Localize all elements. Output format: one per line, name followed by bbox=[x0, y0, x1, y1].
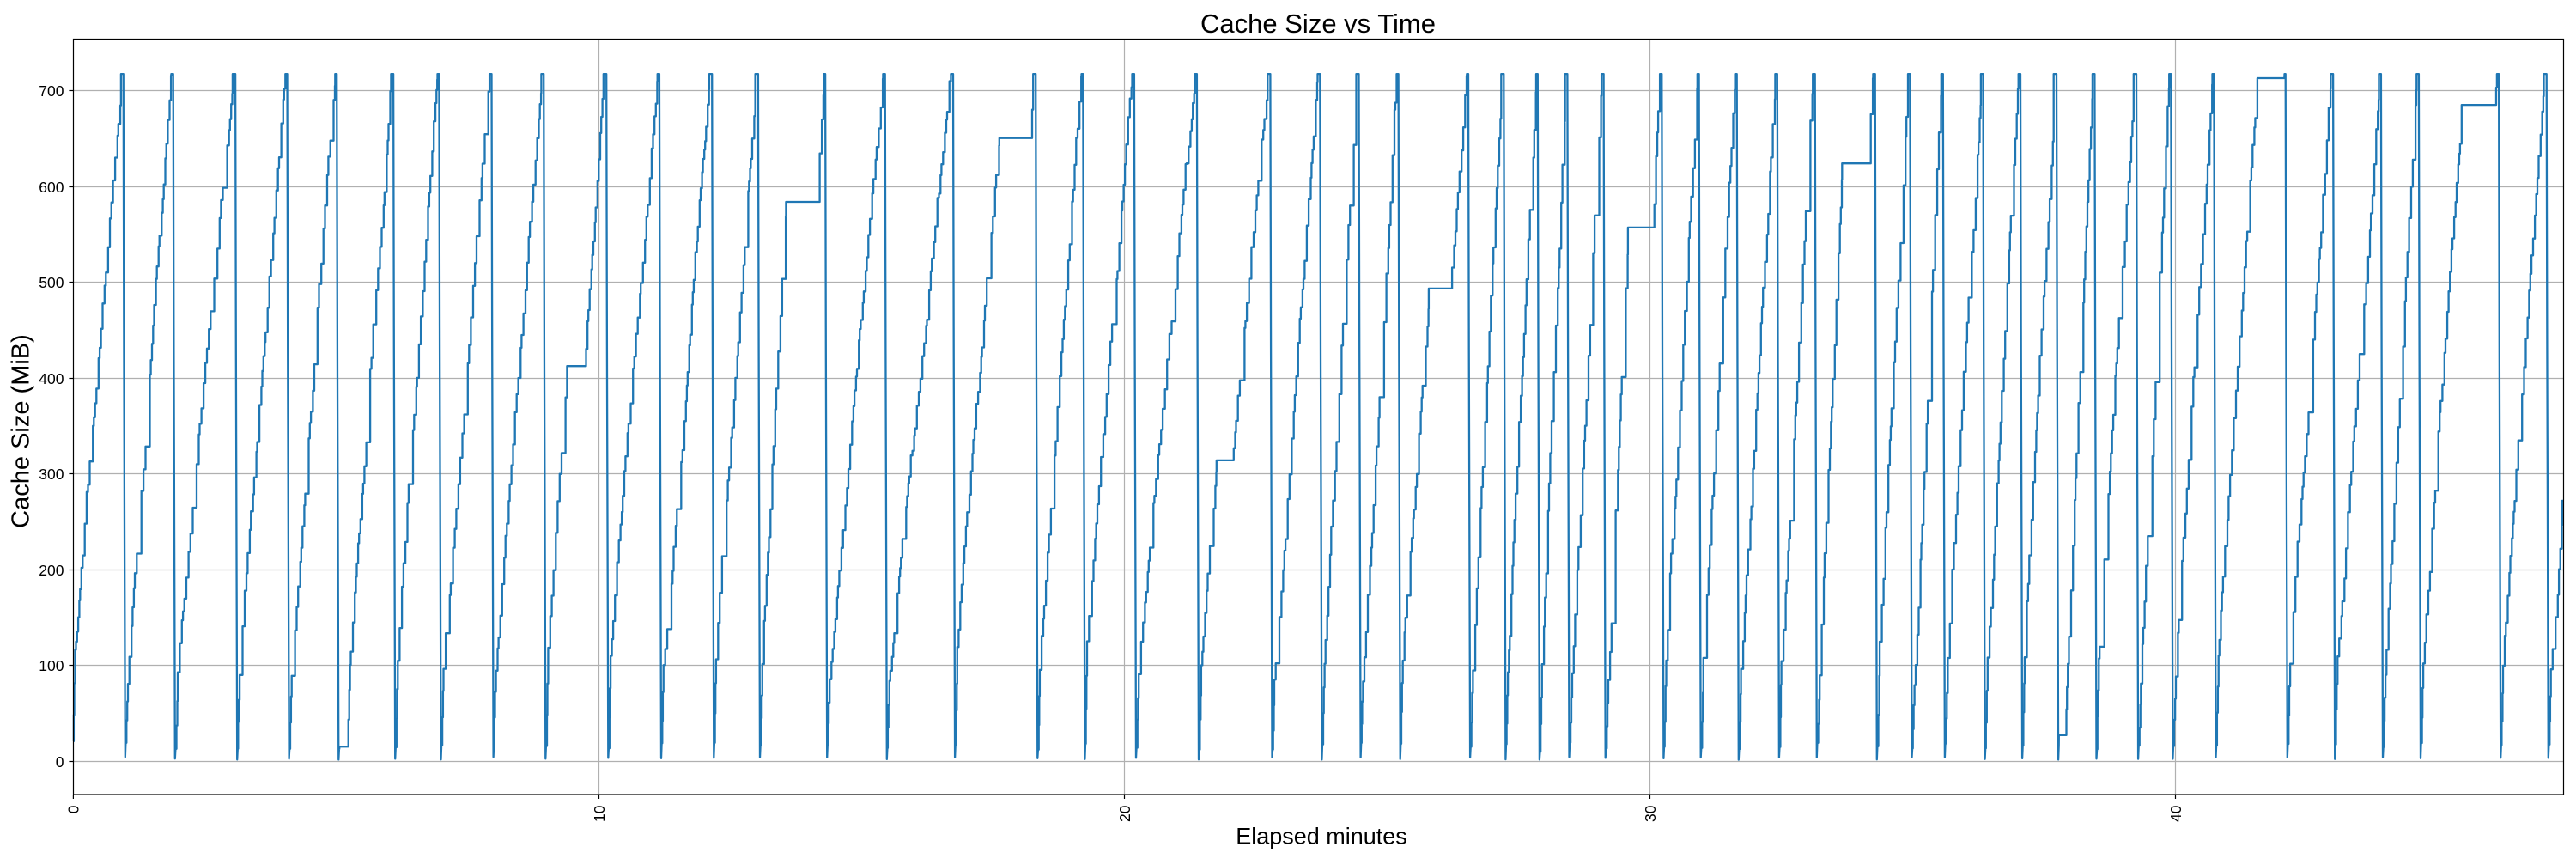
svg-text:400: 400 bbox=[39, 370, 64, 387]
svg-text:40: 40 bbox=[2167, 805, 2184, 822]
svg-text:10: 10 bbox=[591, 805, 608, 822]
svg-text:300: 300 bbox=[39, 466, 64, 483]
svg-text:200: 200 bbox=[39, 562, 64, 579]
svg-text:0: 0 bbox=[65, 805, 82, 813]
svg-text:100: 100 bbox=[39, 657, 64, 674]
svg-text:Cache Size vs Time: Cache Size vs Time bbox=[1200, 9, 1436, 39]
svg-text:0: 0 bbox=[56, 753, 64, 771]
svg-text:30: 30 bbox=[1642, 805, 1659, 822]
svg-text:600: 600 bbox=[39, 179, 64, 196]
svg-text:700: 700 bbox=[39, 82, 64, 100]
svg-text:500: 500 bbox=[39, 274, 64, 291]
svg-text:Cache Size (MiB): Cache Size (MiB) bbox=[8, 334, 35, 528]
svg-text:Elapsed minutes: Elapsed minutes bbox=[1236, 824, 1407, 850]
svg-text:20: 20 bbox=[1116, 805, 1133, 822]
